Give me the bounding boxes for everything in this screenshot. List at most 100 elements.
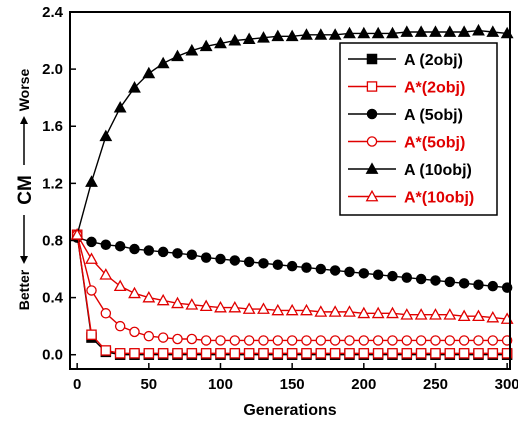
data-point: [300, 28, 313, 40]
data-point: [157, 332, 169, 343]
data-point: [365, 162, 379, 174]
data-point: [172, 348, 183, 359]
series-a-5obj-: [71, 232, 513, 293]
data-point: [172, 248, 183, 259]
y-axis-label-worse: Worse: [16, 69, 32, 112]
data-point: [366, 136, 378, 147]
data-point: [129, 326, 140, 338]
data-point: [414, 308, 428, 320]
data-point: [142, 290, 156, 303]
data-point: [114, 320, 126, 332]
data-point: [473, 335, 484, 346]
data-point: [357, 26, 371, 39]
data-point: [387, 348, 398, 359]
data-point: [257, 302, 270, 314]
data-point: [487, 335, 499, 346]
data-point: [257, 31, 270, 43]
data-point: [343, 305, 356, 317]
data-point: [171, 49, 184, 62]
data-point: [143, 348, 155, 359]
data-point: [401, 272, 413, 283]
data-point: [214, 36, 227, 49]
data-point: [100, 239, 112, 251]
data-point: [358, 348, 370, 359]
series-layer: [70, 23, 514, 360]
y-tick-label: 0.8: [42, 232, 63, 249]
x-tick-label: 200: [351, 376, 376, 393]
data-point: [371, 306, 385, 319]
plot-frame: [69, 11, 511, 370]
y-axis-label-better: Better: [16, 269, 32, 310]
data-point: [401, 335, 413, 346]
data-point: [114, 240, 126, 252]
data-point: [358, 335, 370, 346]
data-point: [199, 39, 213, 52]
legend-box: [339, 42, 498, 216]
data-point: [86, 285, 97, 296]
data-point: [86, 236, 97, 248]
legend-item: A (2obj): [348, 52, 463, 69]
y-tick-label: 1.2: [42, 175, 63, 192]
data-point: [473, 348, 484, 359]
data-point: [215, 335, 226, 346]
data-point: [99, 129, 113, 142]
data-point: [185, 43, 199, 56]
data-point: [328, 28, 342, 40]
data-point: [400, 308, 414, 320]
data-point: [228, 300, 242, 313]
data-point: [271, 303, 285, 316]
data-point: [285, 303, 299, 316]
data-point: [200, 252, 212, 263]
data-point: [366, 108, 378, 120]
data-point: [315, 263, 327, 275]
data-point: [314, 28, 328, 40]
data-point: [229, 348, 241, 359]
legend-item: A (5obj): [348, 107, 463, 124]
data-point: [430, 275, 441, 286]
data-point: [329, 265, 341, 276]
data-point: [315, 348, 327, 359]
data-point: [314, 305, 328, 317]
y-tick-label: 2.4: [42, 4, 64, 21]
legend-label: A (5obj): [404, 107, 463, 124]
legend: A (2obj) A*(2obj) A (5obj) A*(5obj) A (10obj…: [339, 42, 498, 216]
x-tick-label: 0: [73, 376, 81, 393]
data-point: [366, 53, 378, 65]
data-point: [444, 276, 456, 288]
data-point: [172, 333, 183, 345]
data-point: [272, 335, 284, 346]
y-axis-label: Better CM Worse: [15, 69, 36, 311]
data-point: [113, 101, 127, 113]
data-point: [472, 23, 485, 36]
data-point: [430, 348, 441, 359]
data-point: [357, 306, 371, 319]
x-tick-label: 100: [208, 376, 233, 393]
data-point: [128, 81, 141, 93]
data-point: [358, 268, 370, 279]
series-a-5obj-: [71, 229, 513, 346]
data-point: [366, 81, 378, 92]
legend-item: A*(2obj): [348, 80, 465, 97]
data-point: [129, 348, 140, 359]
data-point: [329, 335, 341, 346]
data-point: [156, 293, 170, 306]
data-point: [286, 260, 298, 272]
series-a-2obj-: [71, 229, 513, 359]
data-point: [372, 269, 384, 281]
data-point: [229, 335, 241, 346]
data-point: [114, 348, 126, 359]
data-point: [458, 335, 470, 346]
data-point: [486, 310, 500, 323]
data-point: [272, 348, 284, 359]
data-point: [487, 348, 499, 359]
data-point: [143, 330, 155, 342]
data-point: [99, 268, 113, 280]
data-point: [344, 266, 355, 278]
data-point: [501, 348, 513, 359]
data-point: [286, 348, 298, 359]
data-point: [372, 335, 384, 346]
data-point: [272, 259, 284, 271]
data-point: [199, 299, 213, 312]
data-point: [200, 335, 212, 346]
